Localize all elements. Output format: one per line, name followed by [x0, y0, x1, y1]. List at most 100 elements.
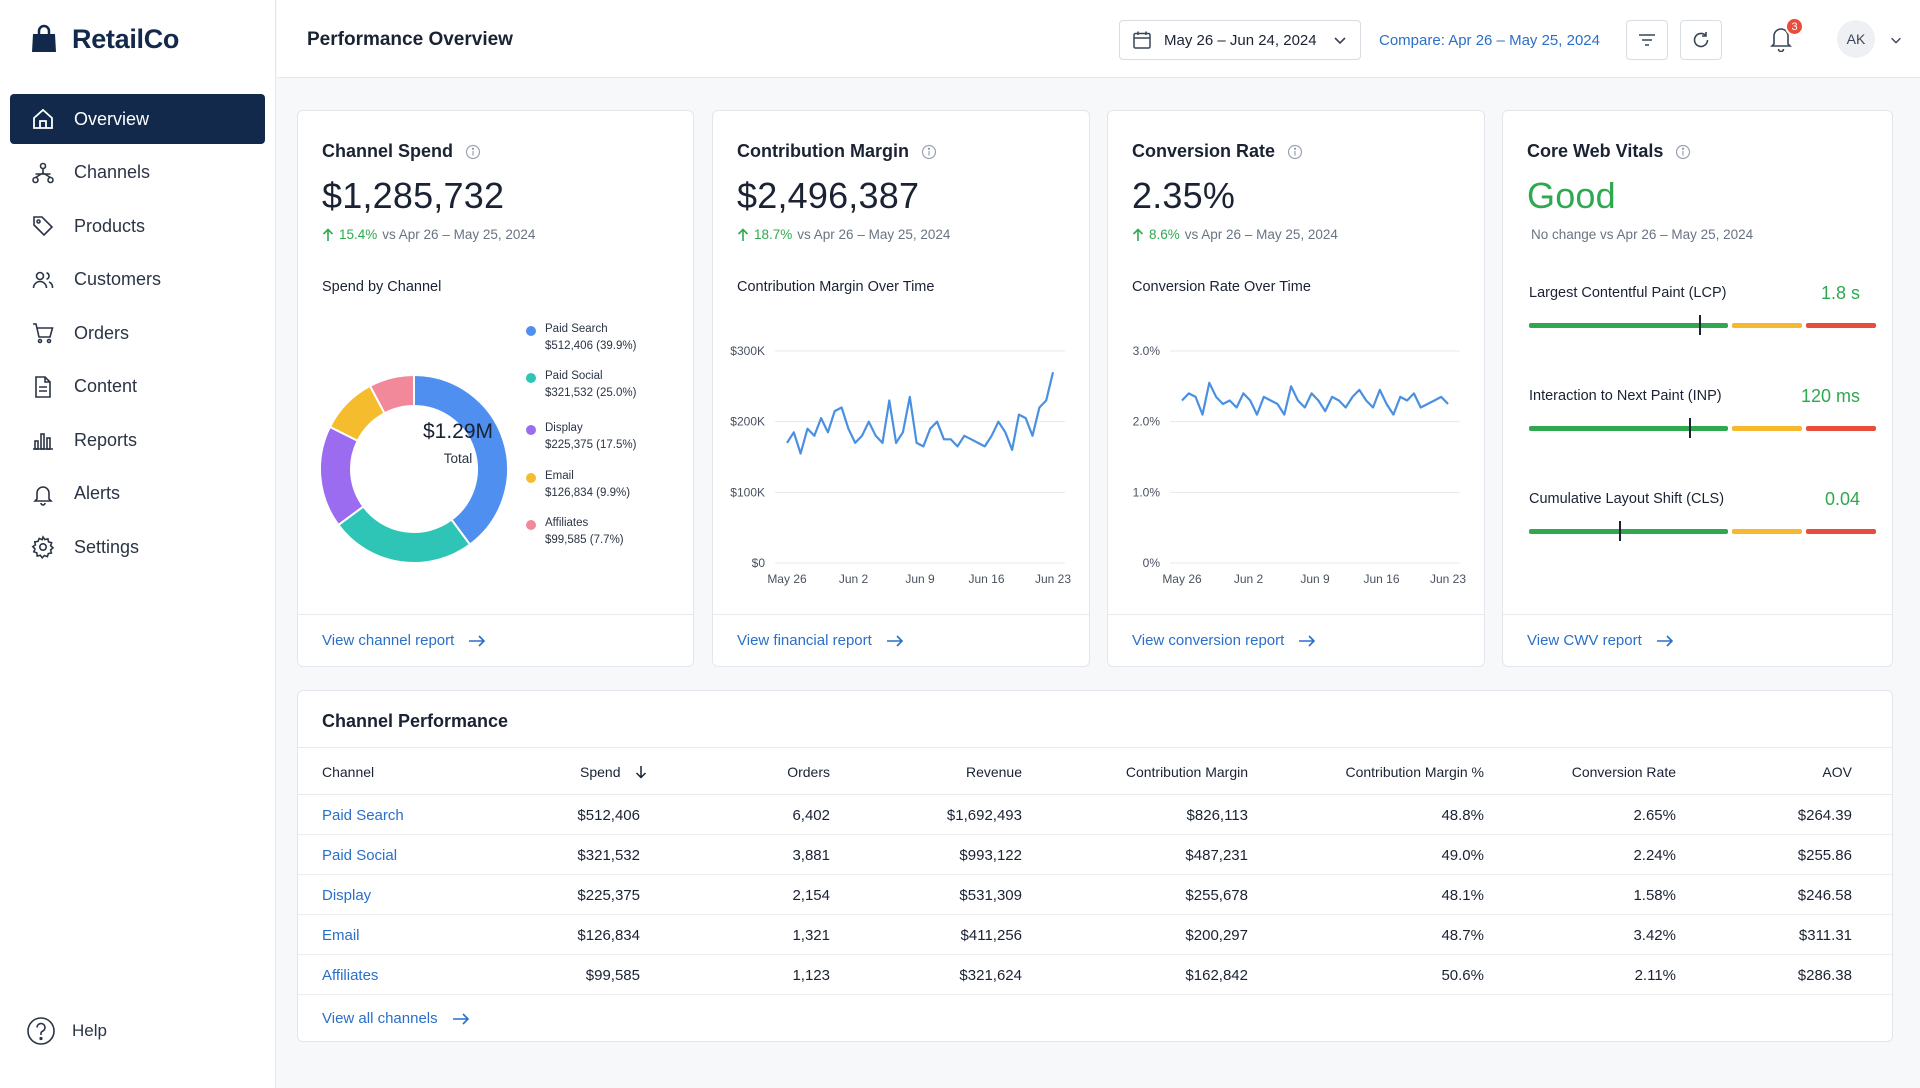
series-line	[786, 371, 1055, 455]
view-all-channels-link[interactable]: View all channels	[322, 1010, 470, 1027]
chevron-down-icon	[1332, 32, 1348, 48]
table-cell: 6,402	[792, 807, 830, 824]
legend-item[interactable]: Paid Search $512,406 (39.9%)	[545, 321, 636, 355]
top-header: Performance Overview May 26 – Jun 24, 20…	[277, 0, 1920, 78]
view-cwv-report-link[interactable]: View CWV report	[1503, 614, 1892, 666]
sidebar-item-orders[interactable]: Orders	[10, 308, 265, 358]
table-cell: $311.31	[1798, 927, 1852, 944]
sidebar-item-label: Overview	[74, 108, 150, 129]
x-tick-label: Jun 23	[1035, 572, 1071, 586]
bar-chart-icon	[30, 427, 56, 453]
y-tick-label: 2.0%	[1133, 415, 1161, 429]
donut-slice-affiliates[interactable]	[368, 373, 415, 415]
donut-center-value: $1.29M	[422, 420, 494, 443]
date-range-picker[interactable]: May 26 – Jun 24, 2024	[1119, 20, 1361, 60]
table-row[interactable]: Paid Search $512,406 6,402 $1,692,493 $826,1…	[298, 795, 1892, 835]
table-row[interactable]: Display $225,375 2,154 $531,309 $255,678 48.1…	[298, 875, 1892, 915]
table-row[interactable]: Paid Social $321,532 3,881 $993,122 $487,231…	[298, 835, 1892, 875]
chevron-down-icon[interactable]	[1889, 33, 1903, 47]
channel-performance-table: Channel Performance Channel Spend Orders…	[297, 690, 1893, 1042]
legend-item[interactable]: Affiliates $99,585 (7.7%)	[545, 515, 624, 549]
legend-label: Paid Search	[545, 323, 608, 335]
table-row[interactable]: Affiliates $99,585 1,123 $321,624 $162,842 50…	[298, 955, 1892, 995]
delta-percent: 8.6%	[1149, 227, 1180, 242]
notifications-button[interactable]	[1768, 24, 1794, 52]
column-header-conversion-rate[interactable]: Conversion Rate	[1571, 764, 1676, 780]
view-channel-report-link[interactable]: View channel report	[298, 614, 693, 666]
view-financial-report-link[interactable]: View financial report	[713, 614, 1089, 666]
channel-link[interactable]: Display	[322, 887, 372, 904]
channel-link[interactable]: Email	[322, 927, 360, 944]
metric-value: 0.04	[1824, 489, 1860, 509]
sidebar-item-products[interactable]: Products	[10, 201, 265, 251]
sidebar-item-channels[interactable]: Channels	[10, 148, 265, 198]
arrow-right-icon	[452, 1012, 470, 1025]
table-cell: $255.86	[1797, 847, 1852, 864]
compare-range-link[interactable]: Compare: Apr 26 – May 25, 2024	[1379, 32, 1600, 49]
help-link[interactable]: Help	[26, 1016, 107, 1046]
sidebar-item-reports[interactable]: Reports	[10, 415, 265, 465]
sidebar-item-overview[interactable]: Overview	[10, 94, 265, 144]
channel-link[interactable]: Paid Social	[322, 847, 398, 864]
donut-slice-display[interactable]	[319, 425, 365, 527]
column-header-spend[interactable]: Spend	[580, 764, 648, 780]
table-cell: $246.58	[1797, 887, 1852, 904]
column-header-contribution-margin-pct[interactable]: Contribution Margin %	[1345, 764, 1484, 780]
legend-value: $225,375 (17.5%)	[545, 439, 637, 451]
metric-value: 120 ms	[1800, 386, 1860, 406]
sidebar-item-settings[interactable]: Settings	[10, 522, 265, 572]
info-icon[interactable]	[921, 144, 937, 160]
sidebar-item-alerts[interactable]: Alerts	[10, 469, 265, 519]
y-tick-label: $100K	[730, 485, 765, 499]
channel-link[interactable]: Affiliates	[322, 967, 379, 984]
notification-count-badge: 3	[1785, 17, 1804, 36]
help-circle-icon	[26, 1016, 56, 1046]
card-title: Contribution Margin	[737, 141, 909, 161]
poor-segment	[1806, 426, 1876, 431]
channel-spend-card: Channel Spend $1,285,732 15.4% vs Apr 26…	[297, 110, 694, 667]
good-segment	[1529, 426, 1728, 431]
table-cell: 2.11%	[1634, 967, 1676, 984]
x-tick-label: Jun 9	[1300, 572, 1330, 586]
series-line	[1181, 381, 1449, 416]
column-header-orders[interactable]: Orders	[787, 764, 830, 780]
column-header-revenue[interactable]: Revenue	[965, 764, 1022, 780]
channel-link[interactable]: Paid Search	[322, 807, 404, 824]
table-cell: 3.42%	[1633, 927, 1676, 944]
metric-label: Cumulative Layout Shift (CLS)	[1529, 491, 1725, 507]
sidebar-item-content[interactable]: Content	[10, 362, 265, 412]
sidebar-item-label: Channels	[74, 162, 151, 182]
filter-button[interactable]	[1626, 20, 1668, 60]
card-title-row: Conversion Rate	[1132, 141, 1303, 162]
poor-segment	[1806, 529, 1876, 534]
column-header-aov[interactable]: AOV	[1822, 764, 1852, 780]
refresh-button[interactable]	[1680, 20, 1722, 60]
donut-slice-paid-social[interactable]	[337, 505, 472, 564]
legend-item[interactable]: Display $225,375 (17.5%)	[545, 420, 636, 454]
x-tick-label: May 26	[767, 572, 807, 586]
donut-slice-paid-search[interactable]	[413, 373, 509, 546]
info-icon[interactable]	[1675, 144, 1691, 160]
brand[interactable]: RetailCo	[0, 0, 275, 78]
info-icon[interactable]	[465, 144, 481, 160]
avatar[interactable]: AK	[1837, 20, 1875, 58]
users-icon	[30, 267, 56, 293]
kpi-value: 2.35%	[1132, 175, 1236, 216]
info-icon[interactable]	[1287, 144, 1303, 160]
column-header-channel[interactable]: Channel	[322, 764, 375, 780]
legend-value: $512,406 (39.9%)	[545, 340, 637, 352]
legend-item[interactable]: Email $126,834 (9.9%)	[545, 468, 630, 502]
metric-scale-bar	[1529, 315, 1876, 335]
column-header-contribution-margin[interactable]: Contribution Margin	[1125, 764, 1248, 780]
cwv-status: Good	[1527, 175, 1616, 216]
y-tick-label: 1.0%	[1133, 485, 1161, 499]
view-conversion-report-link[interactable]: View conversion report	[1108, 614, 1484, 666]
table-row[interactable]: Email $126,834 1,321 $411,256 $200,297 48.7% 3…	[298, 915, 1892, 955]
delta-percent: 18.7%	[754, 227, 793, 242]
sidebar-item-customers[interactable]: Customers	[10, 255, 265, 305]
card-title-row: Core Web Vitals	[1527, 141, 1691, 162]
sidebar-nav: Overview Channels Products Customers Ord…	[0, 78, 275, 572]
x-tick-label: Jun 2	[839, 572, 869, 586]
legend-item[interactable]: Paid Social $321,532 (25.0%)	[545, 368, 636, 402]
table-cell: $255,678	[1185, 887, 1248, 904]
